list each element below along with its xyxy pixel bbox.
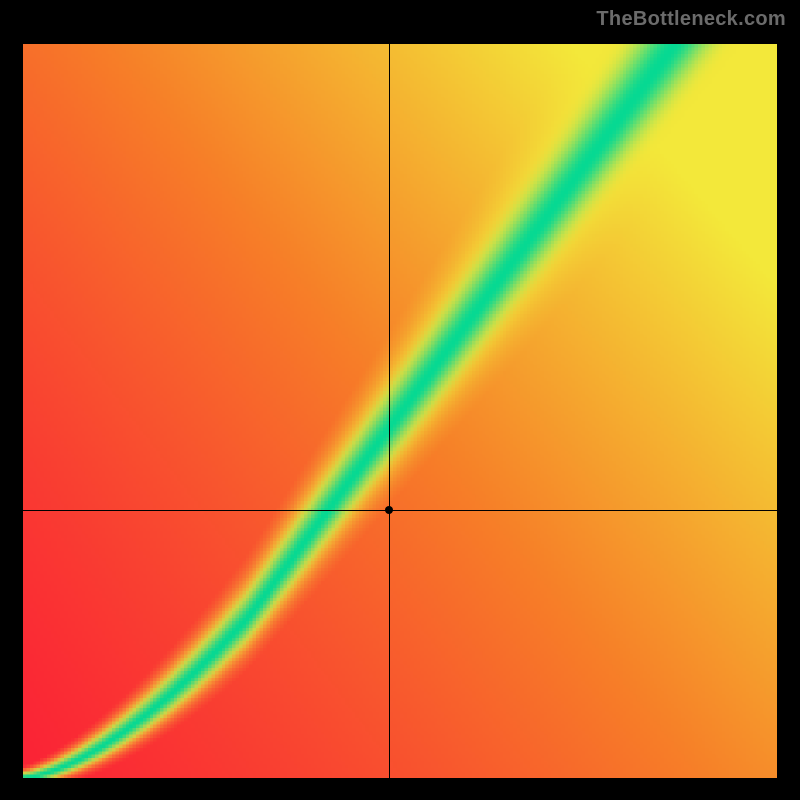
chart-container: TheBottleneck.com — [0, 0, 800, 800]
crosshair-vertical — [389, 44, 390, 778]
plot-frame — [15, 36, 785, 786]
data-point — [385, 506, 393, 514]
heatmap-canvas — [23, 44, 777, 778]
crosshair-horizontal — [23, 510, 777, 511]
watermark-text: TheBottleneck.com — [596, 8, 786, 31]
